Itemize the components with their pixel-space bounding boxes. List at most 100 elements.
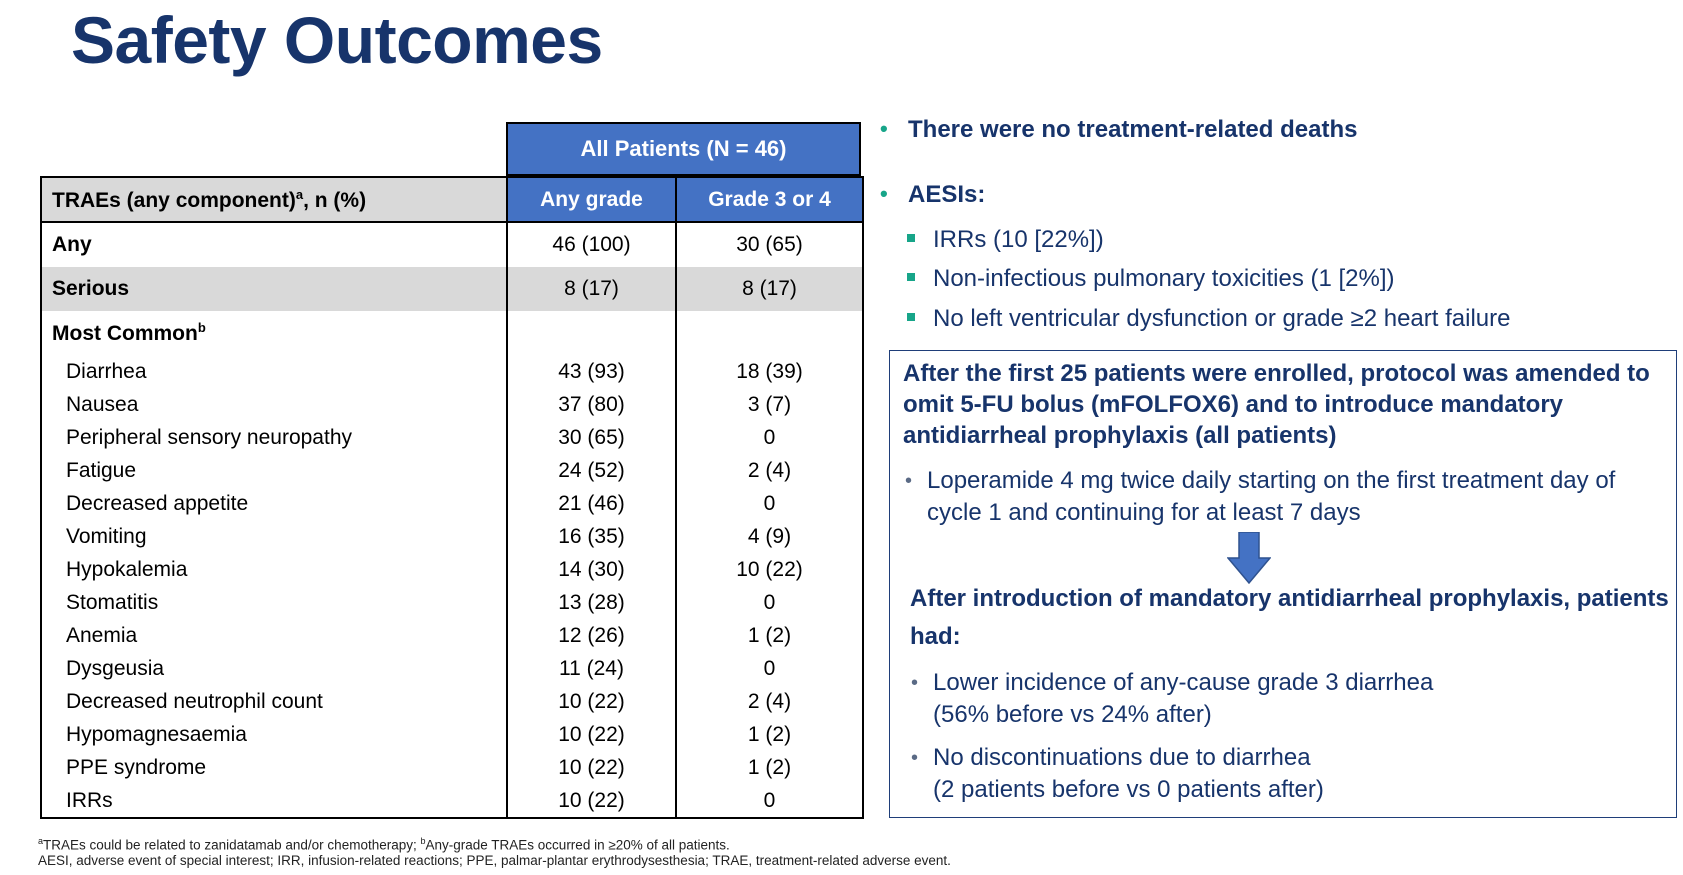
table-row: Diarrhea 43 (93) 18 (39): [40, 355, 864, 388]
row-label: Decreased neutrophil count: [40, 685, 508, 718]
row-label: Stomatitis: [40, 586, 508, 619]
all-patients-header: All Patients (N = 46): [506, 122, 861, 176]
grade34-value: 10 (22): [675, 553, 864, 586]
grade34-value: 0: [675, 652, 864, 685]
row-label: Vomiting: [40, 520, 508, 553]
any-grade-value: 37 (80): [506, 388, 677, 421]
footnote-line-1: aTRAEs could be related to zanidatamab a…: [38, 836, 730, 853]
grade34-value: 1 (2): [675, 619, 864, 652]
table-row: PPE syndrome 10 (22) 1 (2): [40, 751, 864, 784]
trae-table: TRAEs (any component)a, n (%) Any grade …: [40, 176, 864, 819]
row-label: Hypomagnesaemia: [40, 718, 508, 751]
any-grade-value: 10 (22): [506, 784, 677, 819]
grade34-value: 0: [675, 487, 864, 520]
aesi-text: No left ventricular dysfunction or grade…: [933, 305, 1511, 332]
empty-cell: [506, 311, 677, 355]
footnote-text-b: Any-grade TRAEs occurred in ≥20% of all …: [425, 837, 730, 853]
bullet-text: There were no treatment-related deaths: [908, 116, 1358, 143]
row-label: Anemia: [40, 619, 508, 652]
row-label: IRRs: [40, 784, 508, 819]
grade34-value: 3 (7): [675, 388, 864, 421]
grade34-value: 0: [675, 421, 864, 454]
header-any-grade: Any grade: [506, 176, 677, 223]
any-grade-value: 8 (17): [506, 267, 677, 311]
page-title: Safety Outcomes: [71, 3, 603, 77]
grade34-value: 30 (65): [675, 222, 864, 267]
after-item-line1: Lower incidence of any-cause grade 3 dia…: [933, 669, 1434, 696]
after-item-line2: (56% before vs 24% after): [933, 701, 1212, 728]
header-trae-suffix: , n (%): [303, 188, 367, 212]
grade34-value: 2 (4): [675, 685, 864, 718]
any-grade-value: 10 (22): [506, 751, 677, 784]
table-row-any: Any 46 (100) 30 (65): [40, 222, 864, 267]
grade34-value: 0: [675, 784, 864, 819]
after-prophylaxis-heading: After introduction of mandatory antidiar…: [910, 585, 1669, 650]
aesi-item: No left ventricular dysfunction or grade…: [907, 305, 1510, 333]
table-row-most-common: Most Commonb: [40, 311, 864, 355]
table-row: IRRs 10 (22) 0: [40, 784, 864, 819]
section-label: Most Commonb: [40, 311, 508, 355]
after-item-line1: No discontinuations due to diarrhea: [933, 744, 1311, 771]
bullet-text: AESIs:: [908, 181, 986, 208]
row-label: PPE syndrome: [40, 751, 508, 784]
aesi-item: IRRs (10 [22%]): [907, 226, 1104, 254]
grade34-value: 0: [675, 586, 864, 619]
table-row: Fatigue 24 (52) 2 (4): [40, 454, 864, 487]
any-grade-value: 24 (52): [506, 454, 677, 487]
table-row-serious: Serious 8 (17) 8 (17): [40, 267, 864, 311]
any-grade-value: 21 (46): [506, 487, 677, 520]
row-label: Any: [40, 222, 508, 267]
protocol-amendment-box: [889, 350, 1677, 818]
bullet-dot: •: [911, 672, 919, 694]
grade34-value: 2 (4): [675, 454, 864, 487]
aesi-text: IRRs (10 [22%]): [933, 226, 1104, 253]
row-label: Nausea: [40, 388, 508, 421]
grade34-value: 8 (17): [675, 267, 864, 311]
most-common-text: Most Common: [52, 322, 198, 345]
table-row: Dysgeusia 11 (24) 0: [40, 652, 864, 685]
grade34-value: 4 (9): [675, 520, 864, 553]
aesi-text: Non-infectious pulmonary toxicities (1 […: [933, 265, 1395, 292]
bullet-dot: •: [905, 470, 913, 492]
any-grade-value: 10 (22): [506, 685, 677, 718]
header-trae-text: TRAEs (any component): [52, 188, 296, 212]
table-row: Decreased appetite 21 (46) 0: [40, 487, 864, 520]
any-grade-value: 16 (35): [506, 520, 677, 553]
grade34-value: 18 (39): [675, 355, 864, 388]
footnote-sup-b: b: [420, 836, 426, 846]
square-bullet-icon: [907, 312, 915, 321]
down-arrow-icon: [1227, 532, 1271, 584]
table-row: Hypomagnesaemia 10 (22) 1 (2): [40, 718, 864, 751]
footnote-marker-b: b: [197, 320, 206, 335]
grade34-value: 1 (2): [675, 751, 864, 784]
table-row: Anemia 12 (26) 1 (2): [40, 619, 864, 652]
table-row: Decreased neutrophil count 10 (22) 2 (4): [40, 685, 864, 718]
footnote-text-a: TRAEs could be related to zanidatamab an…: [43, 837, 421, 853]
any-grade-value: 14 (30): [506, 553, 677, 586]
footnote-marker-a: a: [295, 186, 304, 202]
any-grade-value: 10 (22): [506, 718, 677, 751]
table-header-row: TRAEs (any component)a, n (%) Any grade …: [40, 176, 864, 223]
square-bullet-icon: [907, 233, 915, 242]
row-label: Serious: [40, 267, 508, 311]
bullet-dot: •: [911, 747, 919, 769]
table-row: Vomiting 16 (35) 4 (9): [40, 520, 864, 553]
any-grade-value: 13 (28): [506, 586, 677, 619]
grade34-value: 1 (2): [675, 718, 864, 751]
table-row: Peripheral sensory neuropathy 30 (65) 0: [40, 421, 864, 454]
row-label: Decreased appetite: [40, 487, 508, 520]
after-item-line2: (2 patients before vs 0 patients after): [933, 776, 1324, 803]
row-label: Diarrhea: [40, 355, 508, 388]
footnote-line-2: AESI, adverse event of special interest;…: [38, 853, 951, 868]
empty-cell: [675, 311, 864, 355]
any-grade-value: 11 (24): [506, 652, 677, 685]
header-grade-3-or-4: Grade 3 or 4: [675, 176, 864, 223]
square-bullet-icon: [907, 272, 915, 281]
aesi-item: Non-infectious pulmonary toxicities (1 […: [907, 265, 1395, 293]
table-row: Hypokalemia 14 (30) 10 (22): [40, 553, 864, 586]
any-grade-value: 46 (100): [506, 222, 677, 267]
protocol-amendment-heading: After the first 25 patients were enrolle…: [903, 360, 1650, 449]
bullet-dot: •: [880, 181, 888, 206]
table-row: Stomatitis 13 (28) 0: [40, 586, 864, 619]
any-grade-value: 30 (65): [506, 421, 677, 454]
